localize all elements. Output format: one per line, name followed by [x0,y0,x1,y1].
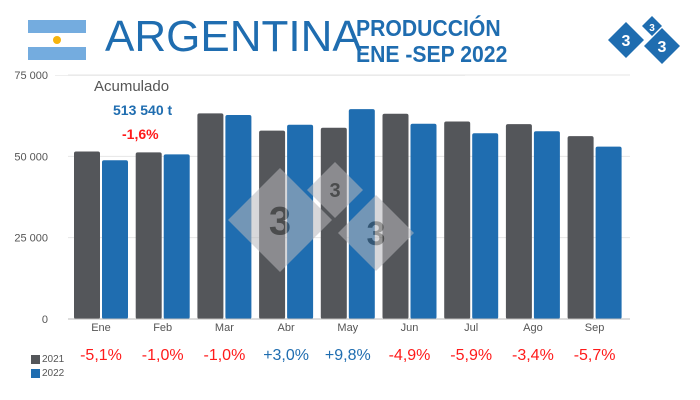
x-tick-label: Ago [523,322,543,334]
bar-2022-ago [533,131,560,319]
svg-text:3: 3 [329,180,340,202]
bar-2022-sep [595,146,622,319]
333-logo-icon: 3 3 3 [608,16,680,64]
bar-2021-sep [567,136,594,319]
legend-item-2022: 2022 [31,368,64,379]
accumulated-change: -1,6% [122,126,159,142]
y-tick-label: 50 000 [14,151,48,163]
accumulated-value: 513 540 t [113,102,173,118]
legend-label: 2022 [42,368,65,379]
x-tick-label: Sep [585,322,605,334]
svg-text:3: 3 [649,23,655,34]
x-tick-label: Jun [401,322,419,334]
change-label: -1,0% [142,347,184,364]
page-title: ARGENTINA [105,12,362,61]
svg-text:3: 3 [622,33,631,50]
y-tick-label: 75 000 [14,70,48,82]
svg-text:3: 3 [269,199,291,243]
change-label: -4,9% [389,347,431,364]
x-tick-label: Abr [278,322,295,334]
x-tick-label: Mar [215,322,234,334]
change-label: -5,9% [450,347,492,364]
y-tick-label: 0 [42,314,48,326]
svg-text:3: 3 [367,215,386,253]
bar-2021-ene [74,151,100,319]
bar-2021-jul [444,121,471,319]
argentina-flag-icon [28,20,86,60]
accumulated-label: Acumulado [94,78,170,95]
change-label: -5,1% [80,347,122,364]
change-label: -3,4% [512,347,554,364]
bar-2021-ago [505,124,532,319]
bar-2022-jun [410,123,437,319]
x-tick-label: Ene [91,322,111,334]
watermark-logo-icon: 3 3 3 [228,162,414,272]
bar-2022-ene [102,160,128,319]
legend-label: 2021 [42,354,65,365]
change-label: +9,8% [325,347,371,364]
x-tick-label: Feb [153,322,172,334]
change-label: -1,0% [204,347,246,364]
x-tick-label: May [337,322,358,334]
svg-text:3: 3 [658,39,667,56]
bar-2022-jul [472,133,499,319]
subtitle: PRODUCCIÓN ENE -SEP 2022 [356,15,507,67]
bar-2021-feb [135,152,162,319]
bar-2022-feb [163,154,190,319]
legend-swatch-2022 [31,369,40,378]
legend-item-2021: 2021 [31,354,64,365]
x-tick-label: Jul [464,322,478,334]
change-label: +3,0% [263,347,309,364]
bar-2021-mar [197,113,224,319]
y-tick-label: 25 000 [14,233,48,245]
legend-swatch-2021 [31,355,40,364]
subtitle-line-1: PRODUCCIÓN [356,15,501,41]
subtitle-line-2: ENE -SEP 2022 [356,41,508,67]
change-label: -5,7% [574,347,616,364]
